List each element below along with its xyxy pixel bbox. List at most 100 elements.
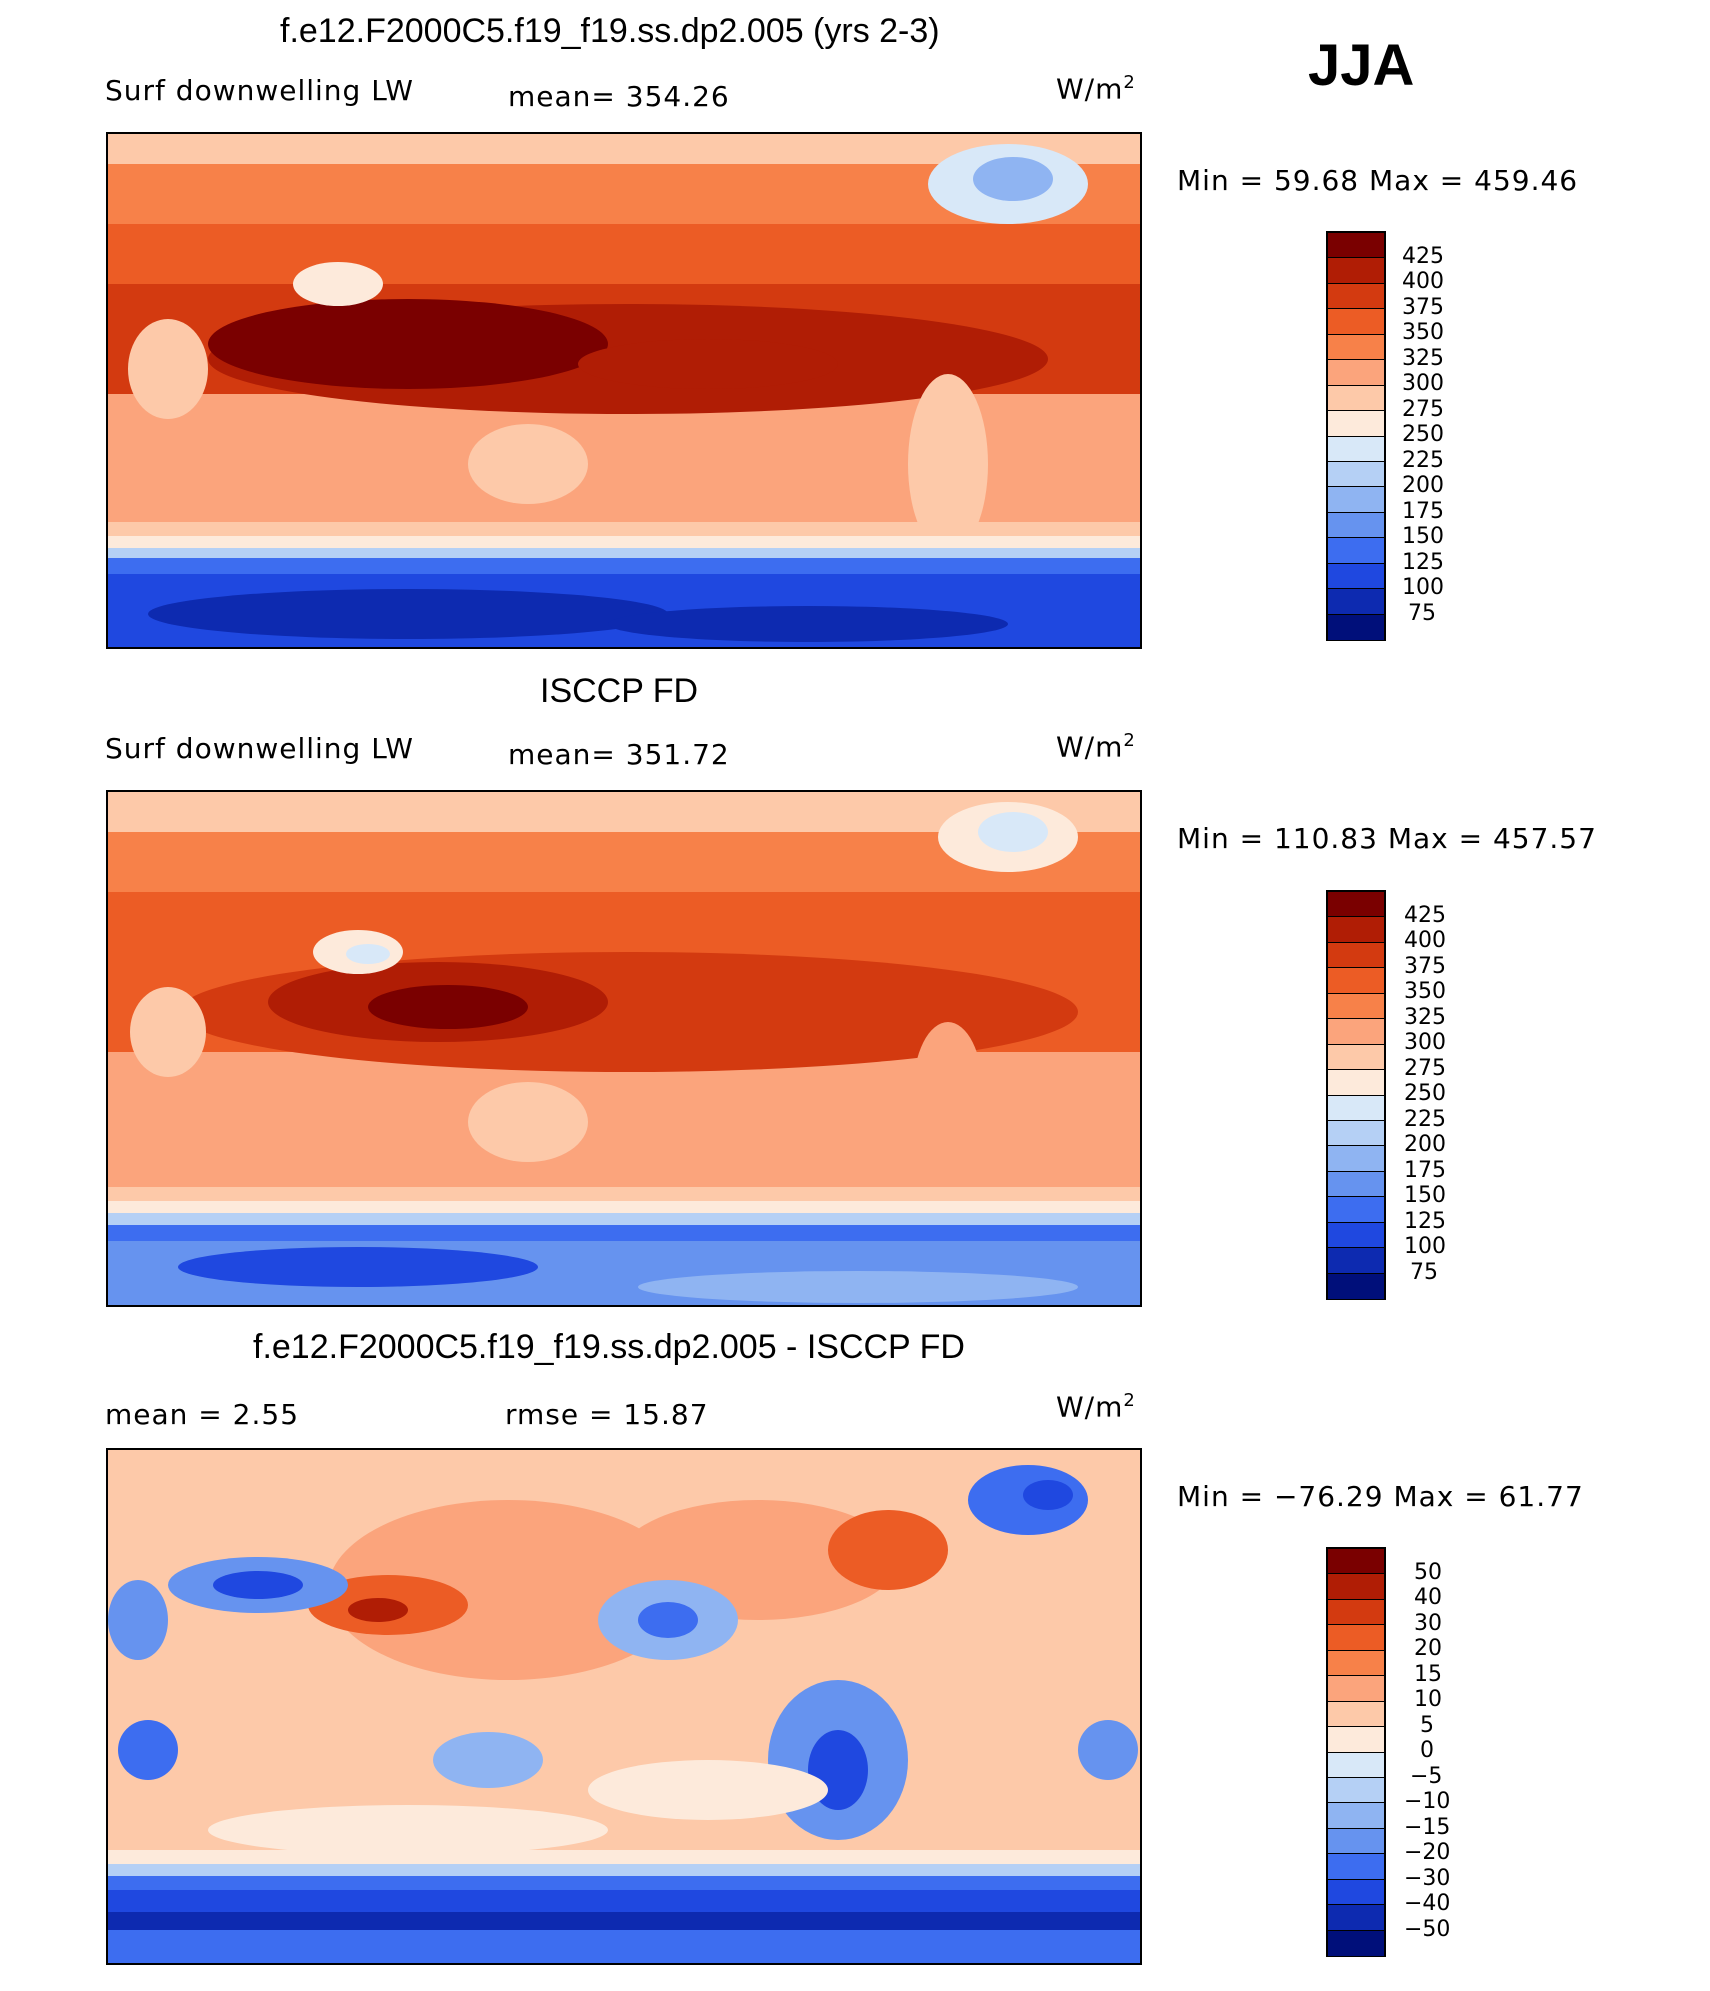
cbar2-tick-label: 300 (1404, 1030, 1446, 1055)
cbar1-tick-label: 125 (1402, 550, 1444, 575)
cbar3-swatch-1 (1328, 1549, 1384, 1575)
panel-1-variable-label: Surf downwelling LW (105, 74, 414, 107)
panel-3-minmax: Min = −76.29 Max = 61.77 (1177, 1480, 1584, 1513)
panel-2-field (108, 792, 1140, 1305)
cbar2-tick-label: 250 (1404, 1081, 1446, 1106)
cbar1-tick-label: 400 (1402, 269, 1444, 294)
panel-3-units: W/m2 (1056, 1390, 1136, 1424)
panel-2-colorbar (1326, 890, 1386, 1300)
cbar3-swatch-11 (1328, 1803, 1384, 1829)
cbar1-tick-label: 325 (1402, 346, 1444, 371)
cbar3-swatch-2 (1328, 1574, 1384, 1600)
cbar1-tick-label: 300 (1402, 371, 1444, 396)
cbar2-swatch-16 (1328, 1273, 1384, 1299)
cbar3-tick-label: 0 (1420, 1738, 1434, 1763)
cbar1-swatch-4 (1328, 309, 1384, 335)
panel-3-mean-label: mean = 2.55 (105, 1398, 300, 1431)
cbar1-swatch-13 (1328, 538, 1384, 564)
panel-1-units: W/m2 (1056, 72, 1136, 106)
cbar2-tick-label: 225 (1404, 1107, 1446, 1132)
cbar1-swatch-9 (1328, 436, 1384, 462)
cbar3-swatch-16 (1328, 1930, 1384, 1956)
cbar3-swatch-8 (1328, 1727, 1384, 1753)
cbar2-swatch-1 (1328, 892, 1384, 918)
cbar3-swatch-6 (1328, 1676, 1384, 1702)
cbar1-tick-label: 200 (1402, 473, 1444, 498)
cbar2-swatch-11 (1328, 1146, 1384, 1172)
cbar2-swatch-9 (1328, 1095, 1384, 1121)
panel-1-mean-label: mean= 354.26 (508, 80, 730, 113)
cbar1-swatch-14 (1328, 563, 1384, 590)
cbar2-swatch-6 (1328, 1019, 1384, 1045)
panel-3-rmse-label: rmse = 15.87 (505, 1398, 709, 1431)
cbar1-swatch-3 (1328, 283, 1384, 310)
cbar2-tick-label: 425 (1404, 903, 1446, 928)
cbar3-swatch-13 (1328, 1854, 1384, 1880)
cbar1-tick-label: 425 (1402, 244, 1444, 269)
panel-3-field (108, 1450, 1140, 1963)
cbar3-tick-label: −20 (1404, 1840, 1451, 1865)
cbar2-swatch-14 (1328, 1222, 1384, 1249)
panel-1-title: f.e12.F2000C5.f19_f19.ss.dp2.005 (yrs 2-… (280, 12, 940, 50)
cbar3-swatch-10 (1328, 1777, 1384, 1804)
cbar1-swatch-11 (1328, 487, 1384, 513)
cbar1-swatch-5 (1328, 334, 1384, 361)
cbar3-tick-label: 20 (1414, 1636, 1442, 1661)
cbar2-tick-label: 350 (1404, 979, 1446, 1004)
cbar2-swatch-3 (1328, 942, 1384, 969)
cbar2-tick-label: 75 (1410, 1260, 1438, 1285)
cbar2-swatch-10 (1328, 1120, 1384, 1147)
cbar1-swatch-10 (1328, 461, 1384, 488)
cbar3-swatch-14 (1328, 1879, 1384, 1906)
cbar3-tick-label: 5 (1420, 1713, 1434, 1738)
cbar1-swatch-15 (1328, 589, 1384, 615)
cbar2-tick-label: 100 (1404, 1234, 1446, 1259)
cbar1-tick-label: 100 (1402, 575, 1444, 600)
panel-2-units: W/m2 (1056, 730, 1136, 764)
season-label: JJA (1308, 33, 1415, 98)
cbar1-swatch-6 (1328, 360, 1384, 386)
cbar2-tick-label: 400 (1404, 928, 1446, 953)
cbar1-swatch-1 (1328, 233, 1384, 259)
cbar3-tick-label: −40 (1404, 1891, 1451, 1916)
cbar3-tick-label: −5 (1410, 1764, 1443, 1789)
panel-3-title: f.e12.F2000C5.f19_f19.ss.dp2.005 - ISCCP… (253, 1328, 965, 1366)
cbar2-tick-label: 150 (1404, 1183, 1446, 1208)
cbar3-tick-label: 30 (1414, 1611, 1442, 1636)
panel-2-map (106, 790, 1142, 1307)
cbar1-tick-label: 375 (1402, 295, 1444, 320)
cbar2-swatch-8 (1328, 1070, 1384, 1096)
panel-2-mean-label: mean= 351.72 (508, 738, 730, 771)
panel-3-map (106, 1448, 1142, 1965)
cbar1-tick-label: 225 (1402, 448, 1444, 473)
cbar1-swatch-7 (1328, 385, 1384, 412)
panel-2-minmax: Min = 110.83 Max = 457.57 (1177, 822, 1597, 855)
cbar3-tick-label: −50 (1404, 1917, 1451, 1942)
cbar3-tick-label: −10 (1404, 1789, 1451, 1814)
cbar3-tick-label: −30 (1404, 1866, 1451, 1891)
panel-1-field (108, 134, 1140, 647)
cbar1-swatch-2 (1328, 258, 1384, 284)
cbar1-swatch-12 (1328, 512, 1384, 539)
cbar1-tick-label: 175 (1402, 499, 1444, 524)
cbar3-tick-label: 10 (1414, 1687, 1442, 1712)
panel-1-colorbar (1326, 231, 1386, 641)
cbar3-swatch-12 (1328, 1828, 1384, 1855)
cbar3-swatch-15 (1328, 1905, 1384, 1931)
cbar1-tick-label: 250 (1402, 422, 1444, 447)
cbar2-tick-label: 375 (1404, 954, 1446, 979)
cbar3-swatch-9 (1328, 1752, 1384, 1778)
cbar2-tick-label: 125 (1404, 1209, 1446, 1234)
cbar1-swatch-16 (1328, 614, 1384, 640)
cbar2-tick-label: 200 (1404, 1132, 1446, 1157)
cbar2-swatch-4 (1328, 968, 1384, 994)
panel-1-minmax: Min = 59.68 Max = 459.46 (1177, 164, 1579, 197)
cbar3-swatch-4 (1328, 1625, 1384, 1651)
panel-3-colorbar (1326, 1547, 1386, 1957)
cbar3-tick-label: 40 (1414, 1585, 1442, 1610)
cbar2-tick-label: 175 (1404, 1158, 1446, 1183)
cbar2-swatch-15 (1328, 1248, 1384, 1274)
cbar1-tick-label: 150 (1402, 524, 1444, 549)
panel-2-variable-label: Surf downwelling LW (105, 732, 414, 765)
cbar3-tick-label: 50 (1414, 1560, 1442, 1585)
